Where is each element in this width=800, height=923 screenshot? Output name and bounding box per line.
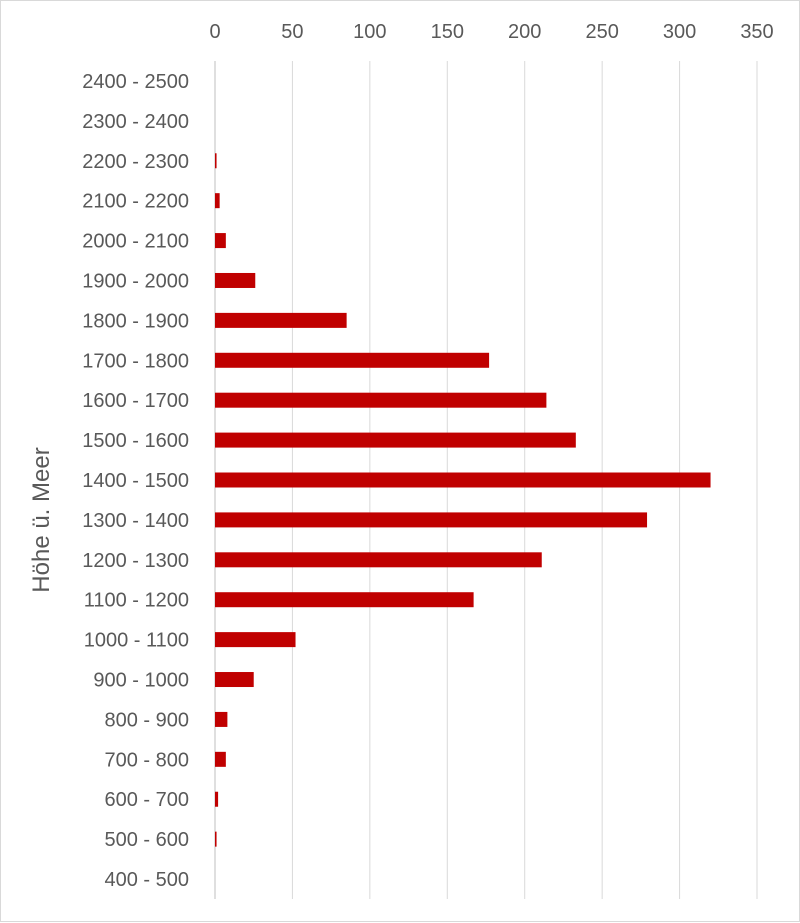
x-axis-tick-labels: 0 50 100 150 200 250 300 350 [209, 21, 773, 43]
bar [215, 352, 490, 368]
x-tick-label: 150 [431, 21, 464, 43]
category-label: 1900 - 2000 [82, 270, 189, 292]
x-tick-label: 100 [353, 21, 386, 43]
bar [215, 472, 711, 488]
category-label: 900 - 1000 [93, 670, 189, 692]
category-label: 1700 - 1800 [82, 350, 189, 372]
category-label: 1500 - 1600 [82, 430, 189, 452]
category-label: 1800 - 1900 [82, 310, 189, 332]
bar [215, 312, 347, 328]
bar [215, 432, 576, 448]
category-label: 500 - 600 [104, 829, 189, 851]
y-axis-title: Höhe ü. Meer [28, 447, 55, 592]
category-label: 700 - 800 [104, 749, 189, 771]
category-labels: 2400 - 2500 2300 - 2400 2200 - 2300 2100 - … [82, 71, 189, 891]
bar [215, 392, 547, 408]
category-label: 400 - 500 [104, 869, 189, 891]
category-label: 600 - 700 [104, 789, 189, 811]
category-label: 1100 - 1200 [84, 590, 189, 612]
bar [215, 831, 217, 847]
bar [215, 193, 220, 209]
x-tick-label: 350 [740, 21, 773, 43]
category-label: 2300 - 2400 [82, 111, 189, 133]
category-label: 1000 - 1100 [84, 630, 189, 652]
x-tick-label: 300 [663, 21, 696, 43]
bar [215, 153, 217, 169]
bar [215, 791, 219, 807]
x-tick-label: 0 [209, 21, 220, 43]
category-label: 2000 - 2100 [82, 231, 189, 253]
bar [215, 632, 296, 648]
category-label: 2100 - 2200 [82, 191, 189, 213]
category-label: 1200 - 1300 [82, 550, 189, 572]
bars [215, 153, 711, 847]
category-label: 2400 - 2500 [82, 71, 189, 93]
category-label: 1600 - 1700 [82, 390, 189, 412]
bar [215, 272, 256, 288]
bar [215, 552, 542, 568]
bar [215, 512, 648, 528]
bar [215, 711, 228, 727]
category-label: 800 - 900 [104, 709, 189, 731]
x-tick-label: 250 [585, 21, 618, 43]
x-tick-label: 50 [281, 21, 303, 43]
bar [215, 233, 226, 249]
category-label: 1400 - 1500 [82, 470, 189, 492]
bar [215, 672, 254, 688]
bar [215, 592, 474, 608]
category-label: 2200 - 2300 [82, 151, 189, 173]
bar [215, 751, 226, 767]
x-tick-label: 200 [508, 21, 541, 43]
category-label: 1300 - 1400 [82, 510, 189, 532]
